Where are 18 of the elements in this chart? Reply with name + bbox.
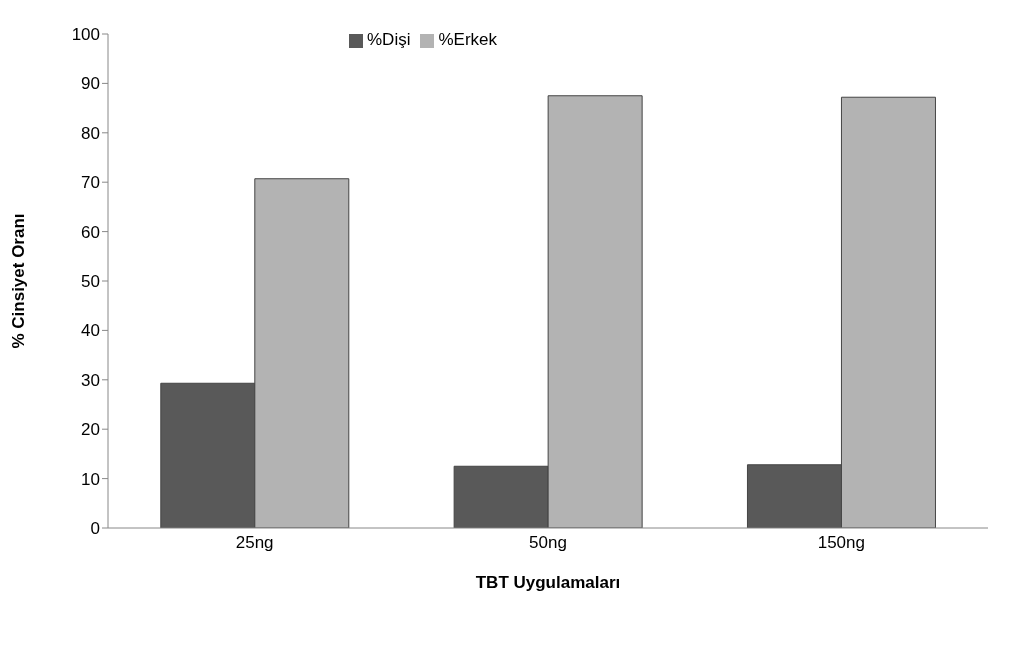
y-tick-label: 0 bbox=[90, 519, 100, 539]
y-tick-label: 20 bbox=[81, 420, 100, 440]
y-tick-label: 60 bbox=[81, 222, 100, 242]
y-tick-label: 50 bbox=[81, 272, 100, 292]
x-tick-label: 50ng bbox=[529, 533, 567, 553]
legend-label: %Erkek bbox=[438, 30, 498, 49]
y-tick-label: 100 bbox=[71, 25, 100, 45]
legend-label: %Dişi bbox=[366, 30, 411, 49]
x-axis-title: TBT Uygulamaları bbox=[475, 573, 621, 592]
y-tick-label: 10 bbox=[81, 469, 100, 489]
y-tick-label: 80 bbox=[81, 123, 100, 143]
y-axis-title: % Cinsiyet Oranı bbox=[9, 213, 29, 349]
x-tick-label: 150ng bbox=[817, 533, 865, 553]
y-tick-label: 90 bbox=[81, 74, 100, 94]
y-tick-label: 40 bbox=[81, 321, 100, 341]
x-tick-label: 25ng bbox=[235, 533, 274, 553]
y-tick-label: 30 bbox=[81, 370, 100, 390]
y-tick-label: 70 bbox=[81, 173, 100, 193]
